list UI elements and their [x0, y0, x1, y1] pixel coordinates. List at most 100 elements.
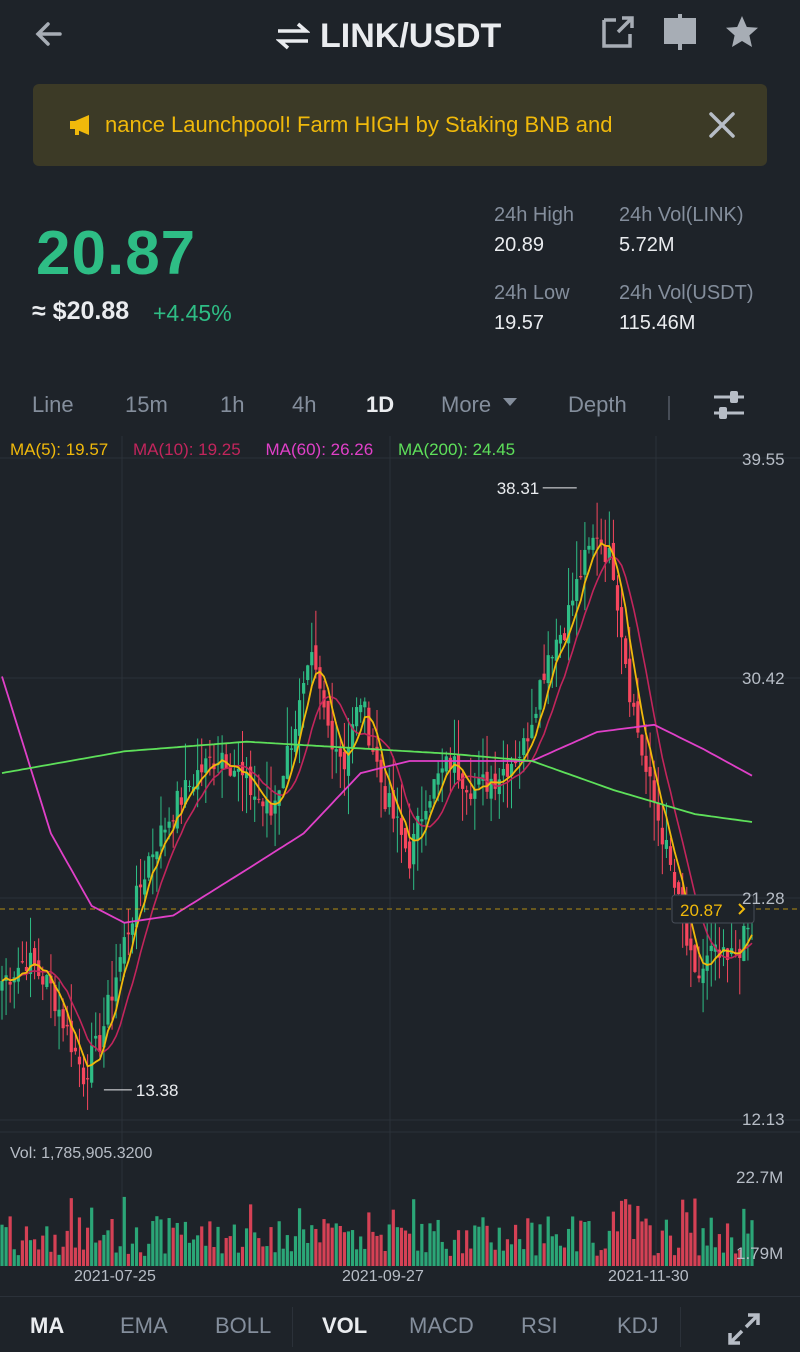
- volume-bar: [656, 1253, 660, 1266]
- candle-body: [412, 833, 416, 865]
- price-axis-label: 12.13: [742, 1110, 785, 1129]
- candle-body: [554, 639, 558, 661]
- stat-label-24h-low: 24h Low: [494, 282, 570, 304]
- volume-bar: [350, 1230, 355, 1266]
- volume-bar: [183, 1221, 188, 1266]
- volume-bar: [371, 1231, 375, 1266]
- settings-sliders-icon[interactable]: [710, 388, 748, 422]
- volume-bar: [326, 1223, 330, 1266]
- candle-body: [424, 810, 428, 820]
- candle-body: [571, 600, 575, 606]
- candle-body: [546, 655, 550, 684]
- volume-bar: [701, 1228, 705, 1266]
- expand-icon[interactable]: [726, 1311, 762, 1347]
- volume-bar: [705, 1245, 709, 1266]
- candle-body: [379, 759, 383, 783]
- candle-body: [460, 773, 465, 789]
- tab-ema[interactable]: EMA: [120, 1313, 168, 1338]
- volume-bar: [318, 1242, 322, 1266]
- volume-bar: [717, 1234, 721, 1266]
- volume-bar: [187, 1242, 192, 1266]
- volume-bar: [583, 1222, 587, 1266]
- candle-body: [318, 667, 322, 689]
- tab-more[interactable]: More: [441, 392, 519, 418]
- tab-line[interactable]: Line: [32, 392, 74, 417]
- candle-body: [367, 707, 371, 746]
- volume-bar: [33, 1239, 37, 1266]
- tab-boll[interactable]: BOLL: [215, 1313, 272, 1338]
- back-arrow-icon[interactable]: [30, 14, 70, 54]
- volume-bar: [216, 1226, 220, 1266]
- volume-bar: [530, 1222, 534, 1266]
- volume-bar: [20, 1240, 24, 1266]
- candle-body: [420, 819, 424, 822]
- volume-bar: [24, 1226, 29, 1266]
- volume-bar: [273, 1252, 277, 1266]
- volume-bar: [28, 1240, 33, 1266]
- tab-4h[interactable]: 4h: [292, 392, 317, 417]
- candle-body: [562, 633, 567, 641]
- current-price-tag: [671, 894, 755, 924]
- candle-body: [285, 745, 289, 779]
- price-axis-label: 39.55: [742, 450, 785, 469]
- candle-body: [644, 755, 648, 772]
- volume-bar: [640, 1221, 644, 1266]
- candlestick-chart[interactable]: 20.87 38.31 13.38: [0, 436, 800, 1296]
- tab-1d[interactable]: 1D: [366, 392, 395, 417]
- candle-body: [257, 798, 261, 800]
- volume-bar: [110, 1219, 114, 1266]
- volume-bar: [281, 1248, 285, 1266]
- volume-bar: [102, 1234, 106, 1266]
- volume-bar: [571, 1216, 575, 1266]
- volume-bar: [660, 1230, 664, 1266]
- candle-body: [624, 638, 628, 665]
- volume-bar: [126, 1253, 130, 1266]
- split-view-icon[interactable]: [660, 12, 700, 52]
- fiat-price: ≈ $20.88: [32, 297, 130, 325]
- candle-body: [660, 827, 664, 845]
- volume-bar: [648, 1225, 652, 1266]
- volume-bar: [546, 1216, 550, 1266]
- tab-kdj[interactable]: KDJ: [617, 1313, 659, 1338]
- candle-body: [265, 799, 269, 814]
- tab-ma[interactable]: MA: [30, 1313, 65, 1338]
- tab-rsi[interactable]: RSI: [521, 1313, 558, 1338]
- volume-bar: [277, 1221, 281, 1266]
- volume-bar: [200, 1226, 204, 1266]
- tab-macd[interactable]: MACD: [409, 1313, 474, 1338]
- candle-body: [147, 856, 151, 878]
- candle-body: [587, 545, 591, 550]
- volume-bar: [709, 1217, 713, 1266]
- volume-bar: [607, 1230, 611, 1266]
- low-marker-value: 13.38: [136, 1081, 179, 1100]
- tab-15m[interactable]: 15m: [125, 392, 168, 417]
- candle-body: [477, 777, 481, 785]
- volume-bar: [98, 1240, 102, 1266]
- volume-label: Vol: 1,785,905.3200: [10, 1145, 153, 1162]
- tab-depth[interactable]: Depth: [568, 392, 627, 417]
- candle-body: [689, 938, 693, 951]
- share-icon[interactable]: [598, 12, 638, 52]
- candle-body: [518, 756, 522, 758]
- announcement-banner[interactable]: nance Launchpool! Farm HIGH by Staking B…: [33, 84, 767, 166]
- candle-body: [595, 537, 599, 539]
- volume-bar: [114, 1252, 118, 1266]
- volume-bar: [338, 1225, 342, 1266]
- candle-body: [685, 919, 689, 946]
- candle-body: [538, 680, 542, 710]
- volume-bar: [49, 1251, 53, 1266]
- volume-bar: [4, 1227, 8, 1266]
- volume-bar: [428, 1223, 432, 1266]
- volume-bar: [359, 1236, 363, 1266]
- candle-body: [428, 801, 432, 808]
- volume-bar: [534, 1255, 538, 1266]
- tab-1h[interactable]: 1h: [220, 392, 245, 417]
- close-icon[interactable]: [705, 108, 739, 142]
- candle-body: [114, 977, 118, 1002]
- tab-vol[interactable]: VOL: [322, 1313, 368, 1338]
- candle-body: [163, 829, 167, 833]
- star-icon[interactable]: [722, 12, 762, 52]
- candle-body: [200, 764, 204, 773]
- pair-title[interactable]: LINK/USDT: [276, 14, 501, 58]
- volume-bar: [721, 1252, 726, 1266]
